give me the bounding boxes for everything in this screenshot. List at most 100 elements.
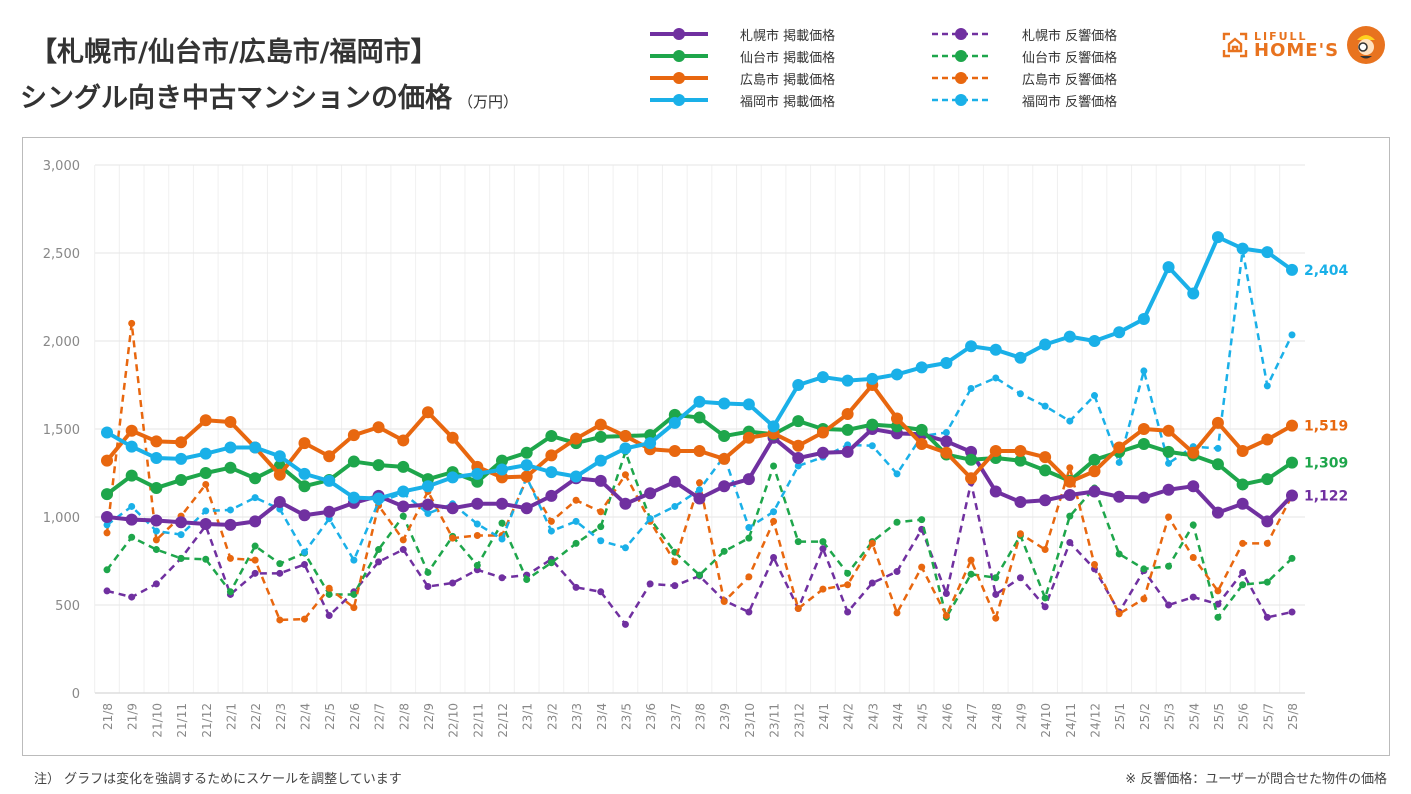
x-tick-label: 22/2 [249, 703, 263, 730]
x-tick-label: 23/2 [545, 703, 559, 730]
legend-item-hiroshima-solid: 広島市 掲載価格 [648, 67, 835, 89]
x-tick-label: 23/6 [644, 703, 658, 730]
data-point-fukuoka-dashed [967, 385, 975, 393]
y-tick-label: 2,500 [43, 247, 80, 262]
data-point-sendai-solid [841, 423, 854, 436]
data-point-fukuoka-solid [224, 441, 237, 454]
legend-label: 仙台市 掲載価格 [740, 50, 836, 66]
data-point-hiroshima-dashed [152, 536, 160, 544]
data-point-fukuoka-solid [298, 467, 311, 480]
data-point-hiroshima-dashed [671, 558, 679, 566]
lifull-homes-logo: LIFULL HOME'S [1222, 26, 1386, 64]
data-point-hiroshima-dashed [473, 531, 481, 539]
data-point-fukuoka-solid [742, 398, 755, 411]
x-tick-label: 23/1 [521, 703, 535, 730]
data-point-hiroshima-dashed [547, 517, 555, 525]
data-point-hiroshima-dashed [942, 612, 950, 620]
data-point-sendai-solid [1261, 473, 1274, 486]
data-point-hiroshima-dashed [1214, 587, 1222, 595]
data-point-sapporo-solid [1039, 494, 1052, 507]
data-point-fukuoka-dashed [992, 374, 1000, 382]
data-point-sendai-solid [520, 446, 533, 459]
data-point-sendai-solid [545, 430, 558, 443]
data-point-sapporo-solid [397, 500, 410, 513]
data-point-sapporo-dashed [103, 587, 111, 595]
data-point-sapporo-dashed [646, 580, 654, 588]
data-point-fukuoka-solid [644, 437, 657, 450]
data-point-sendai-solid [1211, 458, 1224, 471]
x-tick-label: 24/6 [940, 703, 954, 730]
data-point-fukuoka-solid [594, 454, 607, 467]
legend-swatch-icon [932, 50, 990, 62]
data-point-hiroshima-solid [150, 435, 163, 448]
x-tick-label: 23/12 [792, 703, 806, 738]
legend-label: 札幌市 掲載価格 [740, 28, 836, 44]
data-point-sapporo-dashed [671, 582, 679, 590]
data-point-sendai-dashed [770, 462, 778, 470]
data-point-sapporo-solid [496, 497, 508, 510]
data-point-fukuoka-solid [989, 343, 1002, 356]
house-icon [1222, 32, 1248, 58]
data-point-sapporo-solid [792, 452, 805, 465]
data-point-sendai-dashed [523, 575, 531, 583]
legend-swatch-icon [932, 72, 990, 84]
data-point-fukuoka-solid [471, 467, 484, 480]
data-point-hiroshima-solid [989, 445, 1002, 457]
data-point-hiroshima-dashed [1091, 561, 1098, 569]
data-point-sendai-dashed [1115, 550, 1123, 558]
data-point-sendai-dashed [1214, 613, 1222, 621]
data-point-sapporo-dashed [770, 553, 778, 561]
data-point-sendai-solid [496, 454, 508, 467]
data-point-sendai-dashed [918, 516, 926, 524]
data-point-fukuoka-solid [249, 441, 262, 454]
data-point-sendai-solid [101, 488, 113, 501]
chart-title-text: シングル向き中古マンションの価格 [20, 83, 452, 114]
data-point-sendai-solid [866, 418, 879, 431]
data-point-fukuoka-dashed [350, 556, 358, 564]
data-point-sapporo-solid [1137, 491, 1150, 504]
logo-text: LIFULL HOME'S [1254, 31, 1339, 60]
legend-swatch-icon [932, 94, 990, 106]
data-point-sendai-dashed [1239, 581, 1247, 589]
data-point-sapporo-dashed [1189, 593, 1197, 601]
data-point-sendai-dashed [1066, 512, 1074, 520]
data-point-sapporo-dashed [449, 579, 457, 587]
data-point-sapporo-dashed [745, 608, 753, 616]
data-point-hiroshima-solid [891, 412, 903, 425]
data-point-fukuoka-dashed [696, 486, 703, 494]
data-point-fukuoka-dashed [251, 494, 259, 502]
data-point-hiroshima-dashed [893, 609, 901, 617]
legend-label: 福岡市 反響価格 [1022, 94, 1118, 110]
data-point-sendai-dashed [720, 547, 728, 555]
data-point-sendai-solid [298, 480, 311, 493]
data-point-sapporo-solid [619, 497, 632, 510]
data-point-sendai-dashed [547, 559, 555, 567]
legend-swatch-icon [650, 28, 708, 40]
data-point-sendai-dashed [498, 519, 506, 527]
x-tick-label: 24/5 [916, 703, 930, 730]
data-point-hiroshima-dashed [1189, 553, 1197, 561]
data-point-sapporo-solid [125, 513, 138, 526]
data-point-hiroshima-dashed [868, 539, 876, 547]
data-point-sapporo-dashed [128, 593, 136, 601]
data-point-sapporo-solid [1014, 496, 1027, 509]
x-tick-label: 24/12 [1089, 703, 1103, 738]
data-point-fukuoka-dashed [1091, 392, 1098, 400]
data-point-hiroshima-solid [1286, 419, 1298, 432]
data-point-sendai-solid [965, 453, 978, 466]
data-point-fukuoka-solid [273, 450, 286, 463]
data-point-sendai-dashed [1263, 578, 1271, 586]
x-tick-label: 22/11 [471, 703, 485, 738]
data-point-sendai-solid [1286, 456, 1298, 469]
data-point-sendai-solid [1014, 454, 1027, 467]
data-point-fukuoka-dashed [646, 515, 654, 523]
data-point-sapporo-solid [1063, 489, 1076, 501]
end-value-label-sapporo: 1,122 [1304, 489, 1348, 505]
x-tick-label: 22/7 [373, 703, 387, 730]
x-tick-label: 23/4 [595, 703, 609, 730]
end-value-label-fukuoka: 2,404 [1304, 263, 1349, 279]
data-point-hiroshima-solid [224, 415, 237, 428]
data-point-sapporo-dashed [844, 608, 852, 616]
data-point-fukuoka-dashed [1140, 367, 1148, 375]
